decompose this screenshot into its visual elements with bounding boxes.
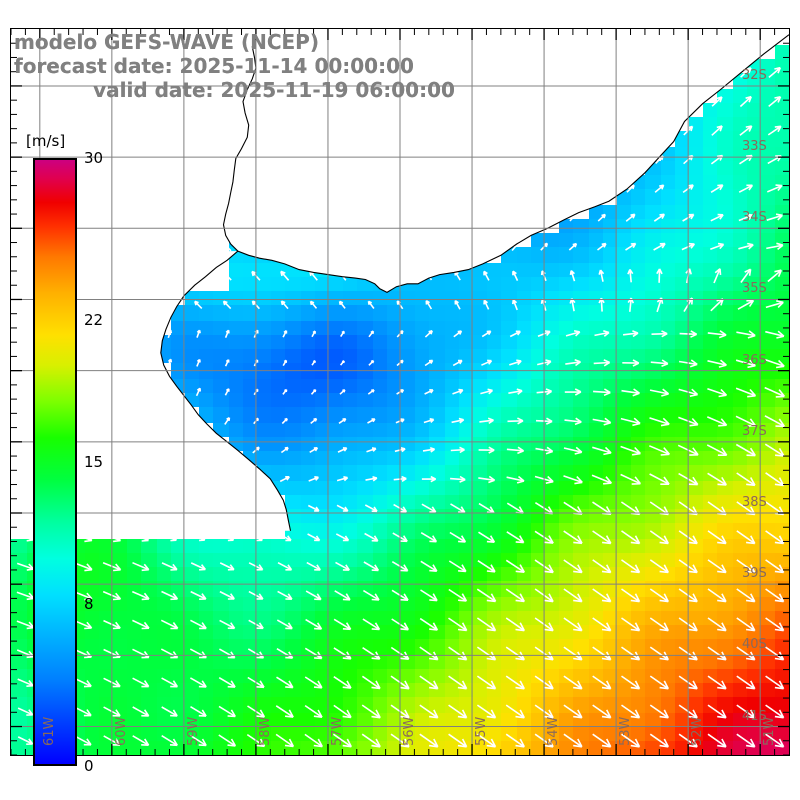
longitude-label-59w: 59W	[185, 716, 201, 746]
latitude-label-32s: 32S	[742, 67, 767, 83]
longitude-label-60w: 60W	[113, 716, 129, 746]
colorbar-tick-22: 22	[84, 311, 104, 330]
latitude-label-35s: 35S	[742, 281, 767, 297]
latitude-label-40s: 40S	[742, 637, 767, 653]
longitude-label-52w: 52W	[690, 716, 706, 746]
longitude-label-57w: 57W	[329, 716, 345, 746]
colorbar-tick-15: 15	[84, 453, 104, 471]
longitude-label-53w: 53W	[618, 716, 634, 746]
latitude-label-41s: 41S	[742, 708, 767, 724]
colorbar	[33, 158, 77, 766]
colorbar-tick-30: 30	[84, 149, 104, 167]
longitude-label-56w: 56W	[402, 716, 417, 746]
longitude-label-58w: 58W	[257, 716, 273, 746]
latitude-label-34s: 34S	[742, 210, 767, 226]
longitude-label-54w: 54W	[546, 716, 562, 746]
latitude-label-36s: 36S	[742, 352, 767, 368]
latitude-label-33s: 33S	[742, 139, 767, 155]
colorbar-tick-8: 8	[84, 594, 94, 613]
map-plot-area	[10, 28, 790, 756]
colorbar-tick-0: 0	[84, 757, 94, 775]
wind-speed-heatmap	[11, 29, 789, 755]
longitude-label-61w: 61W	[41, 716, 57, 746]
latitude-label-37s: 37S	[742, 423, 767, 439]
colorbar-units-label: [m/s]	[26, 132, 66, 150]
colorbar-gradient	[33, 158, 77, 766]
longitude-label-55w: 55W	[474, 716, 490, 746]
latitude-label-39s: 39S	[742, 566, 767, 582]
latitude-label-38s: 38S	[742, 495, 767, 510]
